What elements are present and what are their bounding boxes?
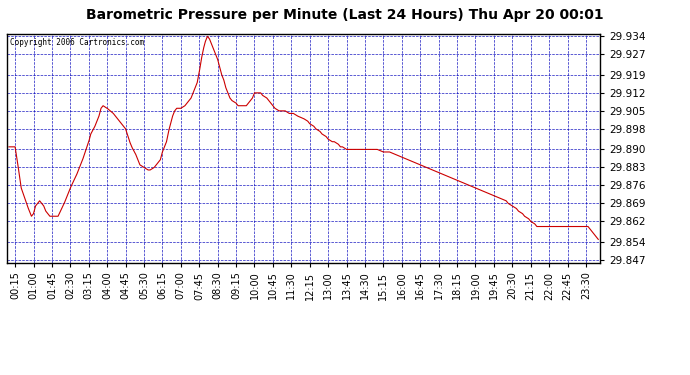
Text: Copyright 2006 Cartronics.com: Copyright 2006 Cartronics.com (10, 38, 144, 47)
Text: Barometric Pressure per Minute (Last 24 Hours) Thu Apr 20 00:01: Barometric Pressure per Minute (Last 24 … (86, 8, 604, 21)
